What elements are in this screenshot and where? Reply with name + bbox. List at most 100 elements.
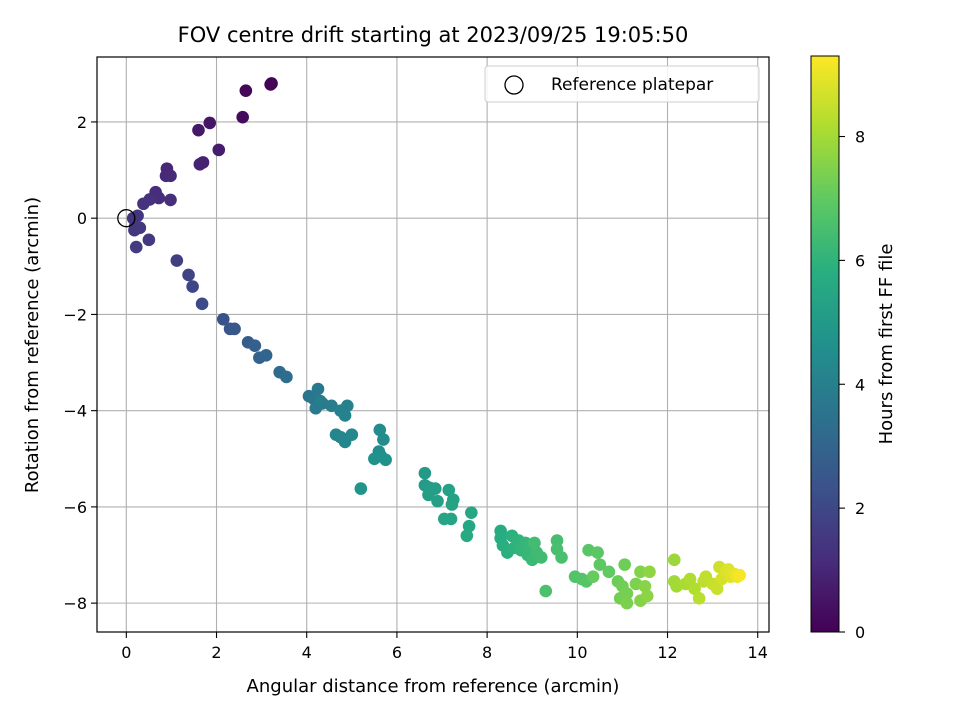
y-tick-label: −2 xyxy=(63,305,87,324)
scatter-point xyxy=(465,506,478,519)
scatter-point xyxy=(236,110,249,124)
scatter-point xyxy=(354,482,368,495)
scatter-point xyxy=(379,453,392,467)
scatter-point xyxy=(265,77,278,90)
plot-background xyxy=(97,57,769,632)
colorbar: 0 2 4 6 8 Hours from first FF file xyxy=(810,55,897,642)
scatter-point xyxy=(203,116,217,130)
scatter-point xyxy=(129,240,143,254)
scatter-point xyxy=(368,452,381,466)
chart-title: FOV centre drift starting at 2023/09/25 … xyxy=(178,23,689,47)
scatter-point xyxy=(462,519,476,533)
colorbar-tick-label: 4 xyxy=(855,375,865,394)
scatter-point xyxy=(539,584,553,598)
scatter-point xyxy=(620,596,634,610)
scatter-point xyxy=(422,488,435,502)
scatter-point xyxy=(212,143,226,157)
y-tick-label: −6 xyxy=(63,498,87,517)
scatter-point xyxy=(667,553,681,567)
scatter-point xyxy=(182,268,195,282)
scatter-point xyxy=(193,158,207,171)
scatter-point xyxy=(142,233,156,247)
scatter-point xyxy=(618,558,631,571)
scatter-point xyxy=(164,193,177,207)
scatter-point xyxy=(228,322,241,336)
scatter-point xyxy=(710,582,724,595)
scatter-point xyxy=(602,565,616,579)
scatter-point xyxy=(460,529,474,543)
scatter-point xyxy=(692,592,706,605)
x-tick-label: 14 xyxy=(748,643,768,662)
scatter-point xyxy=(528,536,541,550)
plot-area xyxy=(96,56,770,633)
x-tick-label: 2 xyxy=(211,643,221,662)
scatter-point xyxy=(620,587,634,600)
scatter-point xyxy=(688,582,701,595)
scatter-points xyxy=(126,77,746,610)
x-axis-ticks: 0 2 4 6 8 10 12 14 xyxy=(121,632,768,662)
scatter-point xyxy=(550,534,564,547)
legend: Reference platepar xyxy=(484,65,760,103)
x-tick-label: 12 xyxy=(657,643,677,662)
colorbar-tick-label: 8 xyxy=(855,128,865,147)
scatter-point xyxy=(591,546,604,559)
scatter-point xyxy=(133,221,147,235)
plot-frame xyxy=(96,56,770,633)
colorbar-tick-label: 6 xyxy=(855,251,865,270)
scatter-point xyxy=(195,297,209,311)
colorbar-tick-label: 0 xyxy=(855,623,865,642)
legend-marker-icon xyxy=(504,75,524,95)
legend-box xyxy=(484,65,760,103)
legend-label: Reference platepar xyxy=(551,75,713,95)
scatter-point xyxy=(164,169,177,183)
scatter-point xyxy=(555,551,568,564)
reference-platepar-marker xyxy=(117,209,136,228)
y-tick-label: −4 xyxy=(63,402,87,421)
scatter-point xyxy=(445,498,459,511)
scatter-point xyxy=(311,382,325,396)
scatter-point xyxy=(643,565,656,579)
scatter-point xyxy=(313,394,327,408)
x-tick-label: 10 xyxy=(567,643,587,662)
scatter-point xyxy=(431,494,444,508)
scatter-point xyxy=(534,551,548,564)
scatter-point xyxy=(259,349,273,362)
y-axis-label: Rotation from reference (arcmin) xyxy=(22,197,43,493)
x-axis-label: Angular distance from reference (arcmin) xyxy=(247,676,620,697)
y-tick-label: −8 xyxy=(63,594,87,613)
y-tick-label: 0 xyxy=(77,209,87,228)
scatter-point xyxy=(593,558,607,571)
scatter-point xyxy=(442,483,456,497)
scatter-point xyxy=(377,433,390,446)
colorbar-label: Hours from first FF file xyxy=(876,244,897,445)
y-tick-label: 2 xyxy=(77,113,87,132)
scatter-point xyxy=(418,466,432,480)
scatter-point xyxy=(192,123,205,137)
scatter-point xyxy=(586,570,600,583)
scatter-point xyxy=(248,339,262,353)
colorbar-tick-label: 2 xyxy=(855,499,865,518)
scatter-point xyxy=(137,197,150,211)
colorbar-ticks: 0 2 4 6 8 xyxy=(839,128,865,642)
scatter-point xyxy=(683,572,697,586)
scatter-point xyxy=(280,370,293,384)
scatter-point xyxy=(444,512,458,526)
x-tick-label: 4 xyxy=(302,643,312,662)
scatter-point xyxy=(170,254,184,267)
scatter-point xyxy=(634,565,647,579)
scatter-point xyxy=(373,423,387,437)
scatter-point xyxy=(345,428,359,442)
x-tick-label: 6 xyxy=(392,643,402,662)
scatter-point xyxy=(638,579,652,593)
scatter-point xyxy=(338,409,352,422)
scatter-point xyxy=(640,589,654,603)
grid-lines xyxy=(97,57,769,632)
scatter-point xyxy=(186,280,199,293)
scatter-point xyxy=(239,84,253,97)
colorbar-gradient xyxy=(810,55,840,633)
x-tick-label: 8 xyxy=(482,643,492,662)
scatter-point xyxy=(341,399,354,413)
y-axis-ticks: −8 −6 −4 −2 0 2 xyxy=(63,113,97,613)
scatter-point xyxy=(216,312,230,326)
